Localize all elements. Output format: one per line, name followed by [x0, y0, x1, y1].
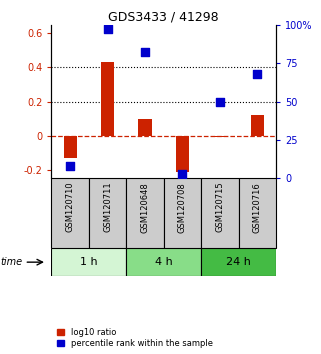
Point [143, 50, 148, 55]
Bar [176, 136, 189, 172]
Title: GDS3433 / 41298: GDS3433 / 41298 [108, 11, 219, 24]
Bar [239, 178, 276, 248]
Point [105, 27, 110, 32]
Text: GSM120710: GSM120710 [65, 182, 74, 233]
Bar [138, 119, 152, 136]
Bar [64, 136, 77, 158]
Bar [251, 115, 264, 136]
Text: GSM120711: GSM120711 [103, 182, 112, 233]
Text: GSM120648: GSM120648 [141, 182, 150, 233]
Point [67, 163, 73, 169]
Text: time: time [0, 257, 22, 267]
Text: 4 h: 4 h [155, 257, 173, 267]
Point [180, 171, 185, 177]
Bar [201, 178, 239, 248]
Bar [101, 62, 114, 136]
Bar [213, 136, 226, 137]
Bar [126, 178, 164, 248]
Bar [89, 178, 126, 248]
Text: GSM120708: GSM120708 [178, 182, 187, 233]
Text: GSM120716: GSM120716 [253, 182, 262, 233]
Text: 24 h: 24 h [226, 257, 251, 267]
Point [255, 71, 260, 77]
Point [217, 99, 222, 104]
Bar [201, 248, 276, 276]
Legend: log10 ratio, percentile rank within the sample: log10 ratio, percentile rank within the … [56, 326, 214, 350]
Text: 1 h: 1 h [80, 257, 98, 267]
Bar [164, 178, 201, 248]
Bar [51, 248, 126, 276]
Bar [51, 178, 89, 248]
Bar [126, 248, 201, 276]
Text: GSM120715: GSM120715 [215, 182, 224, 233]
